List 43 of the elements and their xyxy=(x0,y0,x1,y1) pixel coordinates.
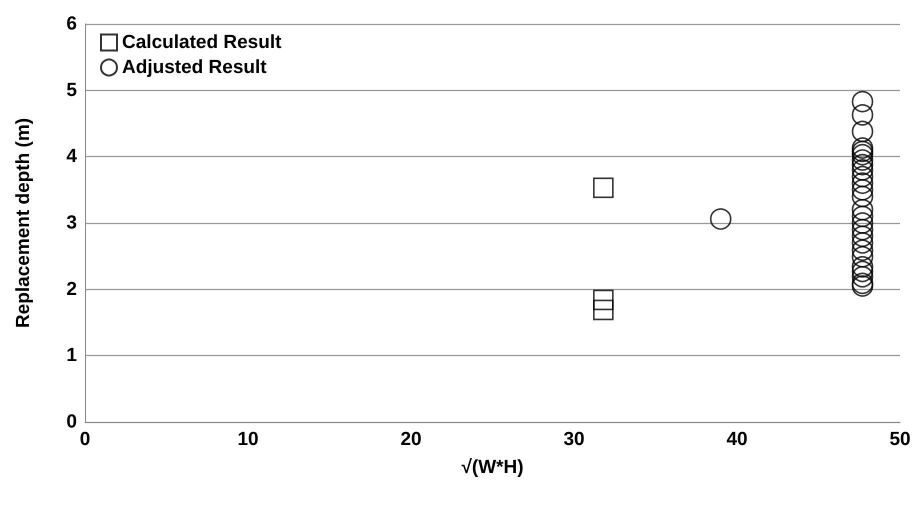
x-tick-label: 0 xyxy=(80,429,90,450)
y-axis-title: Replacement depth (m) xyxy=(13,118,34,328)
point xyxy=(852,186,874,208)
point xyxy=(852,239,874,261)
point xyxy=(852,232,874,254)
point xyxy=(852,149,874,171)
y-tick-label: 5 xyxy=(66,80,78,101)
point xyxy=(852,90,874,112)
point xyxy=(852,256,874,278)
y-tick-label: 4 xyxy=(66,146,78,168)
point xyxy=(852,212,874,234)
point xyxy=(852,172,874,194)
point xyxy=(852,166,874,188)
point xyxy=(852,218,874,240)
point xyxy=(852,154,874,176)
point xyxy=(593,290,614,310)
point xyxy=(593,178,614,198)
point xyxy=(852,159,874,181)
y-tick-label: 0 xyxy=(66,412,77,432)
legend-label: Adjusted Result xyxy=(122,57,268,78)
y-tick-label: 1 xyxy=(66,345,78,366)
point xyxy=(852,260,874,282)
point xyxy=(852,198,874,221)
point xyxy=(852,104,874,126)
point xyxy=(852,225,874,248)
point xyxy=(593,300,614,320)
y-tick-label: 6 xyxy=(66,14,77,34)
y-tick-label: 2 xyxy=(66,278,77,300)
point xyxy=(852,246,874,268)
point xyxy=(852,206,874,228)
x-tick-label: 20 xyxy=(400,429,422,450)
x-axis-title: √(W*H) xyxy=(461,457,524,478)
x-tick-label: 30 xyxy=(563,429,585,450)
legend-label: Calculated Result xyxy=(122,32,282,53)
x-tick-label: 10 xyxy=(237,429,259,450)
point xyxy=(710,208,732,230)
x-tick-label: 50 xyxy=(889,429,911,450)
point xyxy=(852,120,874,142)
y-tick-label: 3 xyxy=(66,212,77,234)
point xyxy=(852,179,874,201)
point xyxy=(852,266,874,288)
point xyxy=(852,137,874,159)
x-tick-label: 40 xyxy=(726,429,748,450)
